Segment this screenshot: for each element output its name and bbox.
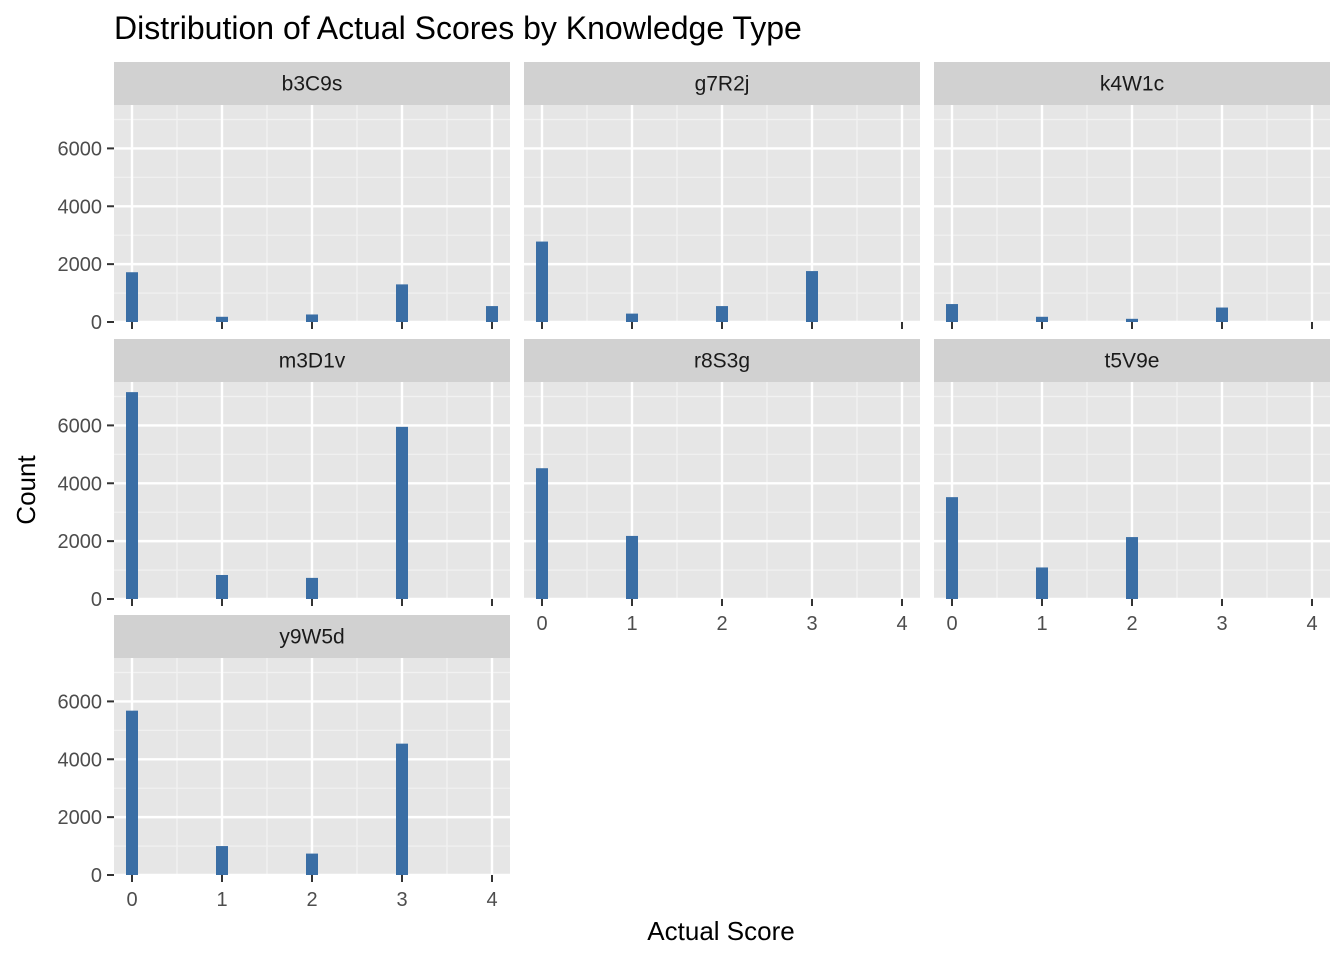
facet-strip-label: k4W1c — [1100, 73, 1164, 96]
bar-g7R2j-score-0 — [536, 241, 548, 322]
bar-t5V9e-score-0 — [946, 497, 958, 599]
bar-y9W5d-score-1 — [216, 846, 228, 875]
x-tick-label: 1 — [1036, 613, 1047, 635]
bar-k4W1c-score-2 — [1126, 318, 1138, 322]
bar-k4W1c-score-0 — [946, 304, 958, 322]
y-tick-label: 0 — [91, 589, 102, 611]
facet-strip — [524, 62, 920, 105]
x-tick-label: 4 — [486, 889, 497, 911]
x-tick-label: 4 — [896, 613, 907, 635]
y-tick-label: 2000 — [58, 531, 103, 553]
facet-strip-label: m3D1v — [279, 350, 346, 373]
facet-strip — [114, 615, 510, 658]
x-tick-label: 2 — [306, 889, 317, 911]
x-tick-label: 2 — [716, 613, 727, 635]
facet-strip — [934, 62, 1330, 105]
bar-g7R2j-score-3 — [806, 271, 818, 322]
y-axis-title: Count — [11, 455, 41, 525]
facet-strip-label: y9W5d — [279, 626, 344, 649]
y-tick-label: 2000 — [58, 254, 103, 276]
bar-b3C9s-score-3 — [396, 284, 408, 322]
x-tick-label: 0 — [126, 889, 137, 911]
facet-strip — [524, 339, 920, 382]
bar-g7R2j-score-1 — [626, 313, 638, 322]
bar-k4W1c-score-3 — [1216, 307, 1228, 322]
x-tick-label: 0 — [946, 613, 957, 635]
facet-strip — [114, 339, 510, 382]
y-tick-label: 6000 — [58, 415, 103, 437]
bar-m3D1v-score-1 — [216, 574, 228, 599]
bar-m3D1v-score-3 — [396, 426, 408, 599]
y-tick-label: 6000 — [58, 138, 103, 160]
y-tick-label: 4000 — [58, 749, 103, 771]
y-tick-label: 4000 — [58, 473, 103, 495]
facet-strip-label: g7R2j — [695, 73, 750, 96]
bar-b3C9s-score-2 — [306, 314, 318, 322]
y-tick-label: 6000 — [58, 691, 103, 713]
bar-r8S3g-score-0 — [536, 468, 548, 599]
bar-b3C9s-score-4 — [486, 306, 498, 322]
bar-b3C9s-score-0 — [126, 272, 138, 322]
bar-m3D1v-score-2 — [306, 577, 318, 599]
y-tick-label: 4000 — [58, 196, 103, 218]
y-tick-label: 2000 — [58, 807, 103, 829]
facet-panel-k4W1c: k4W1c — [934, 62, 1330, 329]
facet-panel-y9W5d: y9W5d 0 2000 4000 6000 0 1 2 3 4 — [58, 615, 510, 911]
bar-y9W5d-score-0 — [126, 710, 138, 875]
bar-m3D1v-score-0 — [126, 392, 138, 599]
facet-panel-b3C9s: b3C9s 0 2000 4000 6000 — [58, 62, 510, 334]
facet-panel-r8S3g: r8S3g 0 1 2 3 4 — [524, 339, 920, 635]
x-axis-title: Actual Score — [647, 916, 794, 946]
bar-y9W5d-score-2 — [306, 853, 318, 875]
bar-k4W1c-score-1 — [1036, 316, 1048, 322]
facet-strip-label: r8S3g — [694, 350, 750, 373]
bar-g7R2j-score-2 — [716, 306, 728, 322]
facet-strip — [934, 339, 1330, 382]
y-tick-label: 0 — [91, 865, 102, 887]
bar-t5V9e-score-1 — [1036, 567, 1048, 599]
y-tick-label: 0 — [91, 312, 102, 334]
facet-panel-g7R2j: g7R2j — [524, 62, 920, 329]
chart-title: Distribution of Actual Scores by Knowled… — [114, 10, 802, 46]
bar-b3C9s-score-1 — [216, 316, 228, 322]
facet-strip-label: b3C9s — [282, 73, 343, 96]
x-tick-label: 3 — [1216, 613, 1227, 635]
bar-y9W5d-score-3 — [396, 743, 408, 875]
facet-strip-label: t5V9e — [1105, 350, 1160, 373]
x-tick-label: 2 — [1126, 613, 1137, 635]
x-tick-label: 3 — [396, 889, 407, 911]
facet-strip — [114, 62, 510, 105]
x-tick-label: 3 — [806, 613, 817, 635]
x-tick-label: 4 — [1306, 613, 1317, 635]
x-tick-label: 1 — [626, 613, 637, 635]
facet-panel-t5V9e: t5V9e 0 1 2 3 4 — [934, 339, 1330, 635]
x-tick-label: 0 — [536, 613, 547, 635]
bar-r8S3g-score-1 — [626, 535, 638, 599]
x-tick-label: 1 — [216, 889, 227, 911]
bar-t5V9e-score-2 — [1126, 537, 1138, 599]
facet-panel-m3D1v: m3D1v 0 2000 4000 6000 — [58, 339, 510, 611]
